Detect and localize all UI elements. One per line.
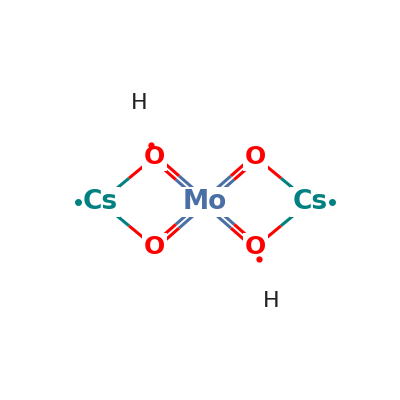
Text: O: O [245,235,266,259]
Text: H: H [130,94,147,114]
Text: H: H [263,290,280,310]
Text: O: O [144,235,165,259]
Text: Cs: Cs [83,189,118,215]
Text: Cs: Cs [292,189,327,215]
Text: Mo: Mo [183,189,227,215]
Text: O: O [144,145,165,169]
Text: O: O [245,145,266,169]
